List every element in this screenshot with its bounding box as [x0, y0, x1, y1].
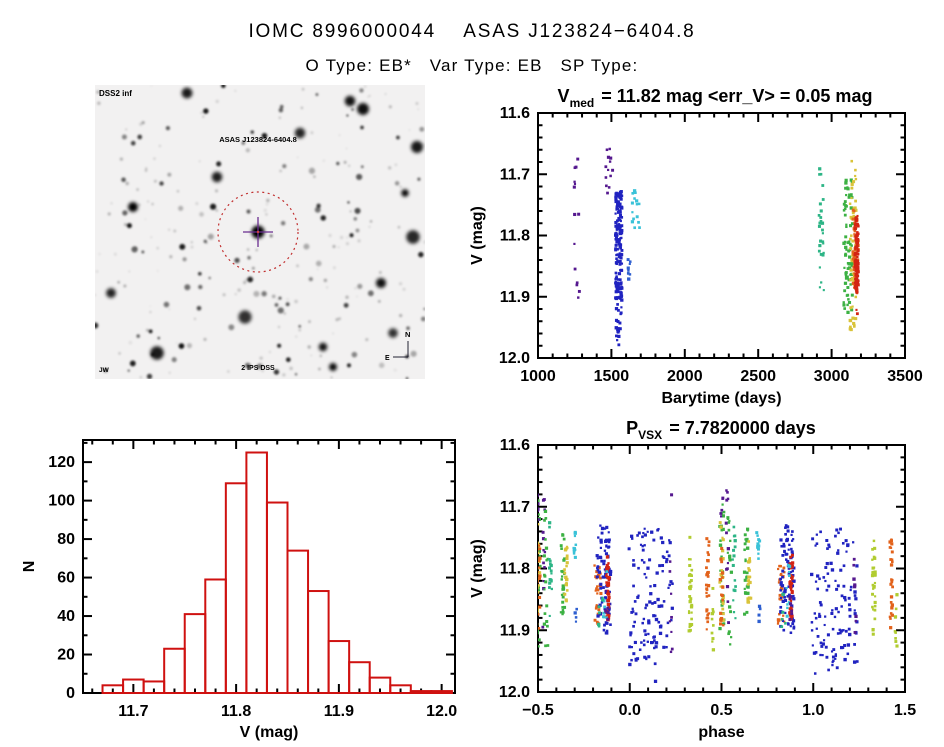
svg-text:3000: 3000	[814, 368, 850, 385]
svg-text:11.6: 11.6	[500, 105, 530, 122]
svg-text:1.5: 1.5	[894, 702, 916, 719]
phased-labels: −0.5 0.0 0.5 1.0 1.5 11.6 11.7 11.8 11.9 12.0 phas…	[469, 418, 916, 741]
lightcurve-labels: 1000 1500 2000 2500 3000 3500 11.6 11.7 11.8 11.9…	[469, 86, 923, 407]
svg-text:11.9: 11.9	[500, 289, 530, 306]
svg-text:11.7: 11.7	[500, 166, 530, 183]
svg-text:11.7: 11.7	[500, 499, 530, 516]
svg-text:3500: 3500	[887, 368, 923, 385]
svg-text:1500: 1500	[594, 368, 630, 385]
svg-text:−0.5: −0.5	[522, 702, 554, 719]
compass-north-label: N	[405, 330, 410, 339]
page-subtitle: O Type: EB* Var Type: EB SP Type:	[305, 56, 639, 75]
svg-text:11.8: 11.8	[500, 561, 530, 578]
phased-data-points	[538, 489, 899, 683]
phase-plot: −0.5 0.0 0.5 1.0 1.5 11.6 11.7 11.8 11.9 12.0 phas…	[469, 418, 916, 741]
finding-chart-image: DSS2 inf ASAS J123824-6404.8 2 IPS DSS JW N E	[95, 85, 425, 379]
histogram-xlabel: V (mag)	[240, 724, 299, 741]
phased-ylabel: V (mag)	[469, 539, 486, 598]
svg-text:20: 20	[57, 647, 75, 664]
histogram-ylabel: N	[21, 561, 38, 573]
svg-text:2500: 2500	[740, 368, 776, 385]
corner-mark-label: JW	[99, 367, 110, 374]
svg-text:12.0: 12.0	[426, 703, 457, 720]
phased-title: PVSX = 7.7820000 days	[626, 418, 816, 442]
lightcurve-xlabel: Barytime (days)	[661, 390, 781, 407]
star-field-large	[106, 87, 423, 371]
compass-icon	[393, 341, 409, 358]
lightcurve-data-points	[572, 147, 860, 347]
star-field-small	[95, 85, 425, 379]
svg-text:2000: 2000	[667, 368, 703, 385]
svg-text:120: 120	[48, 454, 75, 471]
phased-axes	[537, 444, 906, 693]
svg-text:1.0: 1.0	[802, 702, 824, 719]
compass-east-label: E	[385, 355, 390, 362]
target-cross-marker	[243, 217, 273, 247]
lightcurve-axes	[537, 112, 906, 359]
aperture-circle	[217, 191, 299, 273]
svg-text:11.8: 11.8	[500, 228, 530, 245]
svg-text:40: 40	[57, 608, 75, 625]
phased-xlabel: phase	[698, 724, 744, 741]
svg-text:0.5: 0.5	[710, 702, 732, 719]
svg-text:60: 60	[57, 570, 75, 587]
survey-label: DSS2 inf	[99, 89, 132, 98]
svg-text:11.9: 11.9	[324, 703, 354, 720]
lightcurve-title: Vmed = 11.82 mag <err_V> = 0.05 mag	[558, 86, 873, 110]
chart-annotations: DSS2 inf ASAS J123824-6404.8 2 IPS DSS JW N E	[99, 89, 410, 374]
svg-text:11.8: 11.8	[221, 703, 251, 720]
svg-text:80: 80	[57, 531, 75, 548]
plate-label: 2 IPS DSS	[241, 365, 275, 372]
histogram-bars	[101, 451, 453, 695]
page-title: IOMC 8996000044 ASAS J123824−6404.8	[248, 21, 696, 42]
svg-text:11.9: 11.9	[500, 622, 530, 639]
lightcurve-ylabel: V (mag)	[469, 206, 486, 265]
histogram-axes	[82, 439, 456, 694]
histogram-labels: 11.7 11.8 11.9 12.0 0 20 40 60 80 100 120 V (mag) N	[21, 454, 457, 741]
svg-text:12.0: 12.0	[499, 350, 530, 367]
svg-text:1000: 1000	[520, 368, 556, 385]
svg-text:100: 100	[48, 493, 75, 510]
target-name-label: ASAS J123824-6404.8	[219, 135, 297, 144]
svg-text:12.0: 12.0	[499, 684, 530, 701]
svg-text:0.0: 0.0	[619, 702, 641, 719]
histogram-plot: 11.7 11.8 11.9 12.0 0 20 40 60 80 100 120 V (mag) N	[21, 439, 457, 741]
lightcurve-plot: 1000 1500 2000 2500 3000 3500 11.6 11.7 11.8 11.9…	[469, 86, 923, 407]
svg-text:11.6: 11.6	[500, 437, 530, 454]
svg-text:0: 0	[66, 685, 75, 702]
svg-text:11.7: 11.7	[118, 703, 148, 720]
